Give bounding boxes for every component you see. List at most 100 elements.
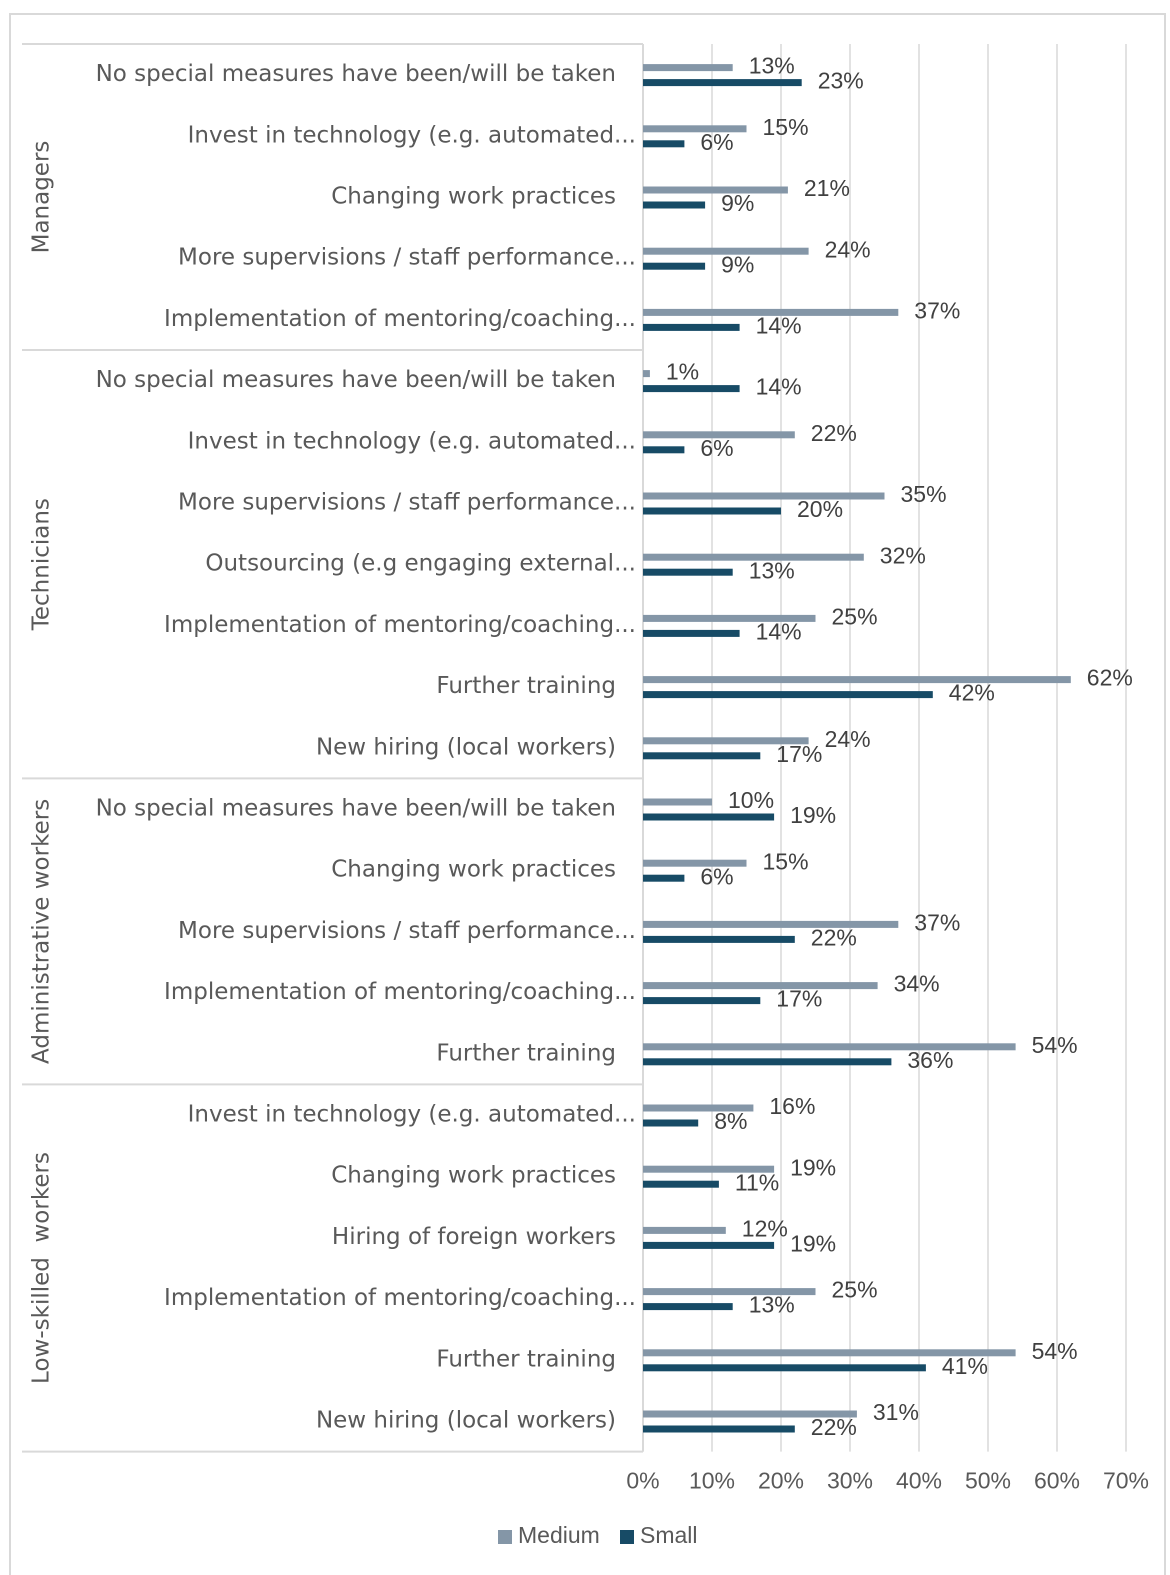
category-label: Outsourcing (e.g engaging external... [205, 551, 636, 577]
bar [643, 629, 740, 637]
category-label: More supervisions / staff performance... [178, 245, 636, 271]
category-label: More supervisions / staff performance... [178, 918, 636, 944]
category-label: Further training [436, 1040, 616, 1066]
category-label: Implementation of mentoring/coaching... [164, 1285, 636, 1311]
bar [643, 813, 775, 821]
bar [643, 1180, 719, 1188]
category-label: More supervisions / staff performance... [178, 490, 636, 516]
bar [643, 1410, 857, 1418]
category-label: Further training [436, 1346, 616, 1372]
bar [643, 997, 761, 1005]
bar [643, 1165, 775, 1173]
bar [643, 1303, 733, 1311]
value-label: 16% [769, 1093, 815, 1119]
value-label: 14% [756, 618, 802, 644]
legend-label: Medium [518, 1522, 600, 1548]
value-label: 36% [907, 1047, 953, 1073]
value-label: 13% [749, 53, 795, 79]
bar [643, 1119, 699, 1127]
bar [643, 201, 706, 209]
category-label: Changing work practices [331, 184, 616, 210]
group-label: Administrative workers [29, 799, 55, 1064]
value-label: 14% [756, 312, 802, 338]
category-label: Changing work practices [331, 1163, 616, 1189]
bar [643, 1058, 892, 1066]
group-label: Low-skilled workers [29, 1152, 55, 1384]
value-label: 6% [700, 863, 733, 889]
bar [643, 431, 795, 439]
bar [643, 370, 650, 378]
bar [643, 1349, 1016, 1357]
value-label: 19% [790, 1154, 836, 1180]
bar [643, 568, 733, 576]
bar [643, 140, 685, 148]
value-label: 17% [776, 986, 822, 1012]
bar [643, 737, 809, 745]
category-label: Implementation of mentoring/coaching... [164, 612, 636, 638]
value-label: 22% [811, 924, 857, 950]
value-label: 24% [825, 236, 871, 262]
value-label: 15% [763, 848, 809, 874]
bar [643, 1104, 754, 1112]
value-label: 9% [721, 190, 754, 216]
value-label: 62% [1087, 665, 1133, 691]
bar [643, 1241, 775, 1249]
legend-swatch [620, 1530, 634, 1544]
value-label: 22% [811, 1414, 857, 1440]
value-label: 19% [790, 1230, 836, 1256]
value-label: 31% [873, 1399, 919, 1425]
bar [643, 308, 899, 316]
bar [643, 935, 795, 943]
value-label: 25% [832, 603, 878, 629]
chart-border [9, 13, 1166, 1575]
legend-label: Small [640, 1522, 698, 1548]
value-label: 17% [776, 741, 822, 767]
category-label: No special measures have been/will be ta… [96, 367, 616, 393]
value-label: 41% [942, 1353, 988, 1379]
bar [643, 691, 933, 699]
category-label: Hiring of foreign workers [332, 1224, 616, 1250]
value-label: 34% [894, 971, 940, 997]
value-label: 37% [914, 909, 960, 935]
value-label: 54% [1032, 1032, 1078, 1058]
bar [643, 553, 864, 561]
category-label: No special measures have been/will be ta… [96, 796, 616, 822]
value-label: 24% [825, 726, 871, 752]
bar [643, 982, 878, 990]
bar [643, 1288, 816, 1296]
x-tick-label: 20% [758, 1468, 804, 1494]
category-label: Invest in technology (e.g. automated... [188, 1102, 636, 1128]
value-label: 22% [811, 420, 857, 446]
x-tick-label: 10% [689, 1468, 735, 1494]
x-tick-label: 50% [965, 1468, 1011, 1494]
value-label: 23% [818, 68, 864, 94]
value-label: 13% [749, 557, 795, 583]
bar [643, 676, 1071, 684]
legend-swatch [498, 1530, 512, 1544]
x-tick-label: 0% [626, 1468, 659, 1494]
value-label: 35% [901, 481, 947, 507]
category-label: No special measures have been/will be ta… [96, 61, 616, 87]
bar [643, 1425, 795, 1433]
bar [643, 752, 761, 760]
value-label: 1% [666, 359, 699, 385]
bar [643, 262, 706, 270]
bar [643, 859, 747, 867]
value-label: 14% [756, 374, 802, 400]
x-tick-label: 70% [1103, 1468, 1149, 1494]
bar [643, 446, 685, 454]
bar [643, 874, 685, 882]
bar [643, 507, 781, 515]
value-label: 8% [714, 1108, 747, 1134]
value-label: 37% [914, 297, 960, 323]
bar [643, 920, 899, 928]
category-label: Invest in technology (e.g. automated... [188, 122, 636, 148]
value-label: 15% [763, 114, 809, 140]
value-label: 9% [721, 251, 754, 277]
category-label: Invest in technology (e.g. automated... [188, 428, 636, 454]
x-tick-label: 30% [827, 1468, 873, 1494]
bar [643, 186, 788, 194]
value-label: 12% [742, 1215, 788, 1241]
bar [643, 1226, 726, 1234]
